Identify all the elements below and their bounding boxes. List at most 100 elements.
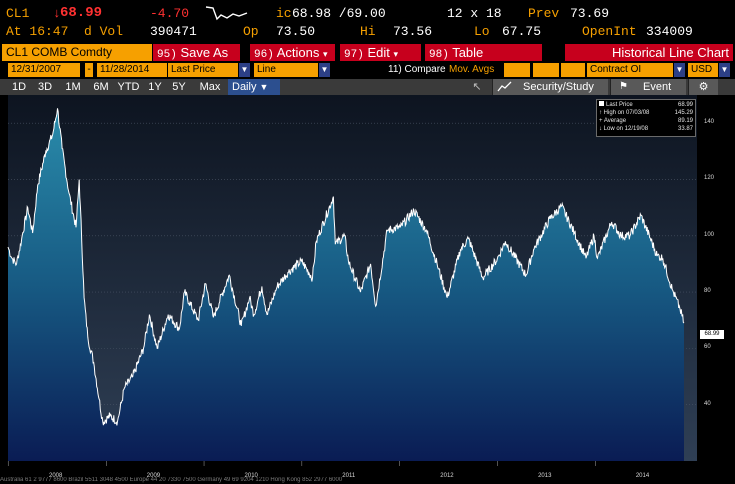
- collapse-icon[interactable]: ↖: [472, 81, 482, 93]
- field-dropdown-icon[interactable]: ▼: [239, 63, 250, 77]
- save-as-button[interactable]: 95) Save As: [153, 44, 241, 61]
- table-label: Table: [452, 45, 484, 60]
- last-price: 68.99: [60, 5, 103, 21]
- study-label: Security/Study: [523, 81, 594, 93]
- study-chart-icon: [497, 79, 513, 98]
- prev-close: 73.69: [570, 6, 610, 21]
- legend-label-low: Low on 12/19/08: [603, 126, 649, 132]
- table-button[interactable]: 98) Table: [425, 44, 543, 61]
- legend-label-high: High on 07/03/08: [603, 110, 650, 116]
- study-button[interactable]: Security/Study: [492, 79, 608, 95]
- secondary-dropdown-icon[interactable]: ▼: [674, 63, 685, 77]
- function-toolbar: CL1 COMB Comdty 95) Save As 96) Actions …: [0, 43, 735, 62]
- legend-average-icon: +: [599, 118, 604, 124]
- field-select[interactable]: Last Price: [168, 63, 238, 77]
- type-dropdown-icon[interactable]: ▼: [319, 63, 330, 77]
- edit-button[interactable]: 97) Edit ▾: [340, 44, 422, 61]
- quote-line-1: CL1 ↓ 68.99 -4.70 ic 68.98 /69.00 12 x 1…: [0, 5, 735, 22]
- range-1y[interactable]: 1Y: [148, 81, 162, 93]
- range-ytd[interactable]: YTD: [117, 81, 140, 93]
- x-tick-label: 2010: [244, 473, 258, 479]
- event-label: Event: [643, 81, 672, 93]
- chart-title: Historical Line Chart: [565, 44, 733, 61]
- open-label: Op: [243, 24, 259, 39]
- gear-icon[interactable]: ⚙: [688, 79, 718, 95]
- settings-row: 12/31/2007 - 11/28/2014 Last Price ▼ Lin…: [0, 63, 735, 78]
- chart-type-select[interactable]: Line: [254, 63, 318, 77]
- legend-value-average: 89.19: [677, 118, 693, 124]
- y-tick-label: 60: [704, 344, 711, 351]
- range-5y[interactable]: 5Y: [172, 81, 186, 93]
- legend-row-last: Last Price 68.99: [599, 101, 693, 109]
- period-dropdown-icon: ▼: [259, 82, 269, 92]
- event-button[interactable]: ⚑ Event: [610, 79, 686, 95]
- currency-dropdown-icon[interactable]: ▼: [719, 63, 730, 77]
- y-tick-label: 140: [704, 119, 715, 126]
- save-as-num: 95): [157, 49, 177, 61]
- actions-button[interactable]: 96) Actions ▾: [250, 44, 336, 61]
- price-line: [7, 108, 685, 426]
- bid-ask: 68.98 /69.00: [292, 6, 386, 21]
- openint-value: 334009: [646, 24, 693, 39]
- x-tick-label: 2008: [49, 473, 63, 479]
- x-tick-label: 2013: [538, 473, 552, 479]
- period-select[interactable]: Daily ▼: [228, 79, 280, 95]
- edit-num: 97): [344, 49, 364, 61]
- legend-swatch: [599, 101, 604, 106]
- period-label: Daily: [232, 81, 257, 93]
- y-tick-label: 40: [704, 400, 711, 407]
- currency-field[interactable]: USD: [688, 63, 718, 77]
- lo-value: 67.75: [502, 24, 542, 39]
- edit-dropdown-icon: ▾: [393, 49, 398, 59]
- price-area: [8, 108, 684, 462]
- y-tick-label: 80: [704, 288, 711, 295]
- chart-plot: [7, 95, 697, 466]
- lo-label: Lo: [474, 24, 490, 39]
- mov-avgs-button[interactable]: Mov. Avgs: [449, 64, 495, 75]
- time-label: At 16:47: [6, 24, 69, 39]
- dvol-value: 390471: [150, 24, 197, 39]
- edit-label: Edit: [367, 45, 390, 60]
- legend-row-low: ↓ Low on 12/19/08 33.87: [599, 125, 693, 133]
- range-6m[interactable]: 6M: [93, 81, 109, 93]
- price-chart[interactable]: 40 60 80 100 120 140 2008 2009 2010 2011 2012 2013…: [0, 95, 735, 484]
- legend-row-average: + Average 89.19: [599, 117, 693, 125]
- legend-label-average: Average: [603, 118, 627, 124]
- date-separator: -: [85, 63, 93, 77]
- dvol-label: d Vol: [84, 24, 124, 39]
- actions-dropdown-icon: ▾: [322, 49, 328, 59]
- openint-label: OpenInt: [582, 24, 637, 39]
- ticker[interactable]: CL1: [6, 6, 30, 21]
- ic-label: ic: [276, 6, 292, 21]
- blank-field-3[interactable]: [561, 63, 585, 77]
- table-num: 98): [429, 49, 449, 61]
- security-field[interactable]: CL1 COMB Comdty: [2, 44, 152, 61]
- x-tick-label: 2009: [146, 473, 161, 479]
- start-date-field[interactable]: 12/31/2007: [8, 63, 80, 77]
- secondary-field[interactable]: Contract OI: [587, 63, 673, 77]
- legend-value-high: 145.29: [674, 110, 693, 116]
- open-value: 73.50: [276, 24, 316, 39]
- x-tick-label: 2012: [440, 473, 454, 479]
- range-1d[interactable]: 1D: [11, 81, 27, 93]
- range-1m[interactable]: 1M: [65, 81, 81, 93]
- bid-ask-size: 12 x 18: [447, 6, 502, 21]
- blank-field-2[interactable]: [533, 63, 559, 77]
- hi-label: Hi: [360, 24, 376, 39]
- legend-high-icon: ↑: [599, 110, 604, 116]
- x-tick-label: 2014: [635, 473, 650, 479]
- hi-value: 73.56: [393, 24, 433, 39]
- y-tick-label: 120: [704, 175, 715, 182]
- actions-num: 96): [254, 49, 274, 61]
- blank-field-1[interactable]: [504, 63, 530, 77]
- legend-value-low: 33.87: [677, 126, 693, 132]
- quote-line-2: At 16:47 d Vol 390471 Op 73.50 Hi 73.56 …: [0, 23, 735, 40]
- range-3d[interactable]: 3D: [37, 81, 53, 93]
- range-bar: 1D 3D 1M 6M YTD 1Y 5Y Max Daily ▼ ↖ Secu…: [0, 79, 735, 95]
- range-max[interactable]: Max: [199, 81, 221, 93]
- end-date-field[interactable]: 11/28/2014: [97, 63, 167, 77]
- chart-legend[interactable]: Last Price 68.99 ↑ High on 07/03/08 145.…: [596, 99, 696, 137]
- compare-button[interactable]: 11) Compare: [388, 64, 446, 75]
- event-flag-icon: ⚑: [619, 81, 628, 92]
- y-tick-label: 100: [704, 231, 715, 238]
